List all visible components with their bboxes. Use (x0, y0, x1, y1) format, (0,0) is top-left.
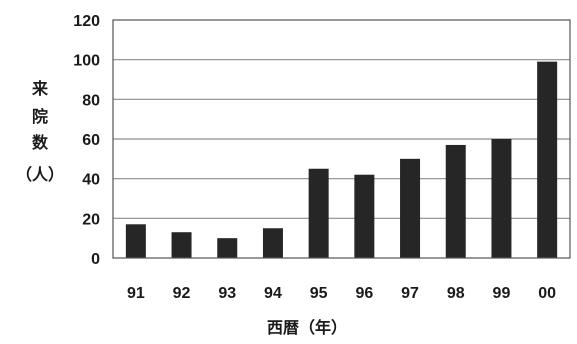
y-tick-label: 80 (82, 92, 100, 109)
bar-92 (171, 232, 192, 258)
x-tick-label: 95 (310, 285, 328, 302)
bar-97 (400, 158, 421, 258)
bar-93 (217, 238, 238, 258)
y-tick-label: 120 (73, 13, 100, 30)
bar-94 (262, 228, 283, 258)
x-tick-label: 92 (173, 285, 191, 302)
x-tick-label: 91 (127, 285, 145, 302)
y-axis-label-line: （人） (16, 165, 64, 184)
y-tick-label: 100 (73, 53, 100, 70)
bar-00 (537, 61, 558, 259)
y-tick-label: 0 (91, 251, 100, 268)
y-tick-labels: 0 20 40 60 80 100 120 (73, 13, 100, 268)
bars (125, 61, 558, 259)
x-tick-label: 94 (264, 285, 282, 302)
x-tick-label: 98 (447, 285, 465, 302)
x-tick-label: 96 (355, 285, 373, 302)
y-axis-label: 来院数 （人） (16, 79, 64, 184)
bar-95 (308, 168, 329, 258)
x-tick-label: 93 (218, 285, 236, 302)
bar-98 (445, 144, 466, 258)
plot-frame (112, 19, 571, 259)
x-axis-label: 西暦（年） (267, 318, 347, 337)
x-tick-label: 00 (538, 285, 556, 302)
bar-91 (125, 224, 146, 258)
y-tick-label: 60 (82, 132, 100, 149)
x-tick-label: 97 (401, 285, 419, 302)
y-axis-label-line: 来 (31, 79, 49, 98)
bar-99 (491, 139, 512, 258)
y-tick-label: 40 (82, 172, 100, 189)
y-axis-label-line: 院 (32, 107, 48, 126)
bar-96 (354, 174, 375, 258)
x-tick-label: 99 (493, 285, 511, 302)
x-tick-labels: 91 92 93 94 95 96 97 98 99 00 (127, 285, 556, 302)
y-axis-label-line: 数 (32, 133, 49, 152)
y-tick-label: 20 (82, 211, 100, 228)
